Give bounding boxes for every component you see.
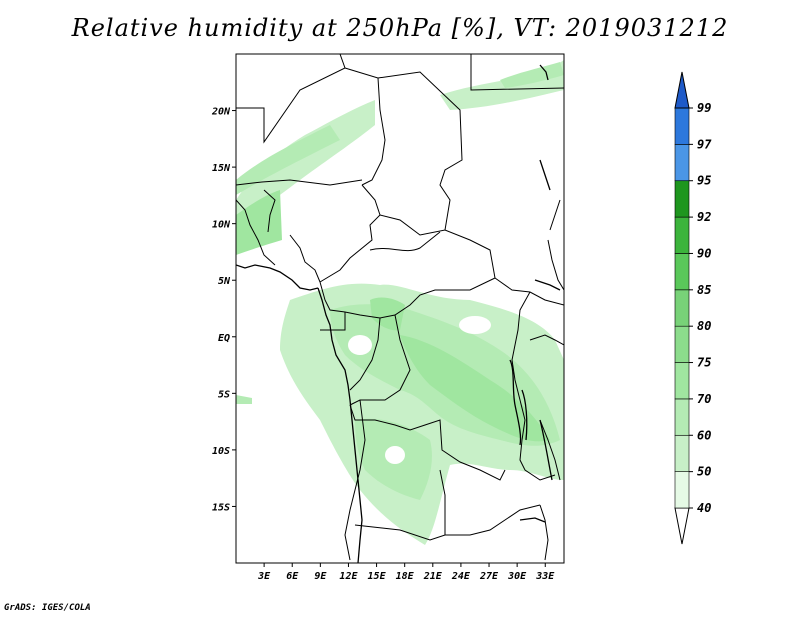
colorbar-segment [674, 325, 690, 363]
lon-tick-label: 6E [286, 571, 299, 582]
grads-credit: GrADS: IGES/COLA [4, 603, 91, 613]
lon-tick-label: 3E [257, 571, 271, 582]
colorbar-segment [674, 362, 690, 400]
lat-tick-label: EQ [218, 333, 230, 344]
latitude-axis: 20N 15N 10N 5N EQ 5S 10S 15S [211, 107, 236, 513]
colorbar-segment [674, 216, 690, 254]
lat-tick-label: 10S [212, 446, 230, 457]
colorbar-label: 85 [697, 283, 711, 297]
lon-tick-label: 21E [423, 571, 443, 582]
colorbar-label: 90 [697, 246, 711, 260]
colorbar-segment [674, 434, 690, 472]
colorbar-segment [674, 289, 690, 327]
colorbar-label: 60 [697, 428, 711, 442]
colorbar-label: 97 [697, 137, 712, 151]
humidity-field [236, 60, 564, 545]
colorbar-label: 40 [697, 501, 711, 515]
colorbar-label: 95 [697, 174, 711, 188]
colorbar-under-triangle [674, 507, 690, 545]
lon-tick-label: 30E [507, 571, 527, 582]
colorbar-label: 75 [697, 356, 711, 370]
colorbar-segment [674, 180, 690, 218]
colorbar: 40 50 60 70 75 80 85 90 92 95 97 99 [674, 71, 712, 545]
lon-tick-label: 18E [396, 571, 415, 582]
lat-tick-label: 15N [212, 163, 231, 174]
colorbar-label: 50 [697, 465, 711, 479]
lon-tick-label: 9E [314, 571, 327, 582]
lon-tick-label: 33E [535, 571, 555, 582]
colorbar-label: 80 [697, 319, 711, 333]
colorbar-label: 70 [697, 392, 711, 406]
coastlines [236, 64, 561, 563]
lon-tick-label: 24E [451, 571, 471, 582]
colorbar-segment [674, 107, 690, 145]
colorbar-segment [674, 253, 690, 291]
lon-tick-label: 15E [368, 571, 387, 582]
colorbar-segment [674, 144, 690, 182]
lat-tick-label: 5N [218, 276, 231, 287]
lon-tick-label: 27E [479, 571, 499, 582]
colorbar-segment [674, 398, 690, 436]
longitude-axis: 3E 6E 9E 12E 15E 18E 21E 24E 27E 30E 33E [257, 563, 555, 582]
lat-tick-label: 10N [212, 220, 231, 231]
chart-title: Relative humidity at 250hPa [%], VT: 201… [71, 14, 729, 42]
colorbar-over-triangle [674, 71, 690, 109]
country-borders [236, 54, 564, 561]
colorbar-label: 99 [697, 101, 711, 115]
lon-tick-label: 12E [339, 571, 358, 582]
lat-tick-label: 5S [218, 389, 230, 400]
map-frame [235, 53, 565, 564]
colorbar-segment [674, 471, 690, 509]
colorbar-label: 92 [697, 210, 711, 224]
lat-tick-label: 20N [211, 107, 231, 118]
lat-tick-label: 15S [212, 502, 230, 513]
